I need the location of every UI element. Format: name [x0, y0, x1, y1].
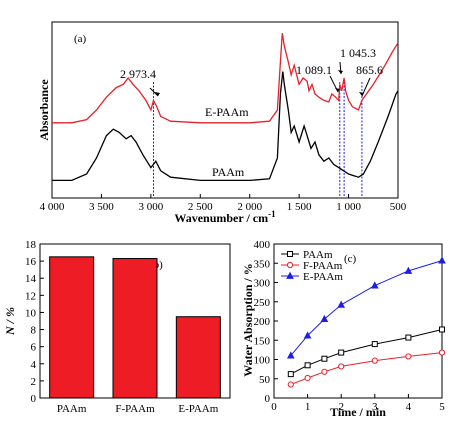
panel-c-label: (c) [344, 253, 357, 265]
bar-y-tick-label: 8 [31, 325, 37, 337]
ftir-series-e-paam [52, 33, 399, 124]
absorption-point-paam [439, 326, 445, 333]
legend-marker-f-paam [286, 261, 294, 269]
ftir-peak-arrowhead [155, 92, 160, 96]
ftir-peak-arrow [149, 87, 159, 97]
absorption-point-paam [287, 371, 294, 378]
series-label-e-paam: E-PAAm [205, 105, 249, 119]
absorption-point-paam [405, 334, 412, 341]
absorption-x-tick-label: 1 [305, 401, 311, 413]
ftir-x-tick-label: 4 000 [40, 201, 65, 213]
ftir-peak-arrowhead [335, 88, 340, 92]
series-label-paam: PAAm [212, 165, 245, 179]
absorption-y-tick-label: 250 [254, 297, 271, 309]
absorption-point-f-paam [304, 374, 311, 382]
bar-y-tick-label: 16 [25, 256, 37, 268]
bar-y-tick-label: 14 [25, 273, 37, 285]
absorption-line-paam [290, 329, 443, 375]
bar-y-tick-label: 2 [31, 376, 37, 388]
absorption-point-f-paam [438, 349, 446, 356]
absorption-point-paam [371, 341, 378, 348]
ftir-peak-annotation: 1 089.1 [296, 63, 332, 77]
absorption-point-e-paam [320, 314, 329, 322]
bar-paam [49, 256, 95, 399]
legend-marker-e-paam [286, 271, 294, 279]
ftir-plot-frame [51, 21, 399, 199]
ftir-peak-annotation: 1 045.3 [340, 46, 376, 60]
absorption-x-tick-label: 2 [338, 401, 344, 413]
absorption-point-e-paam [337, 300, 346, 308]
legend-marker-paam [287, 251, 293, 257]
absorption-point-e-paam [438, 256, 446, 264]
bar-y-axis-label: N / % [3, 307, 17, 336]
ftir-x-tick-label: 3 000 [138, 201, 163, 213]
bar-y-tick-label: 4 [31, 359, 37, 371]
legend-label: F-PAAm [303, 260, 343, 272]
absorption-point-f-paam [287, 381, 294, 388]
absorption-x-tick-label: 3 [372, 401, 378, 413]
absorption-point-e-paam [286, 351, 295, 359]
ftir-x-tick-label: 2 500 [188, 201, 213, 213]
legend-label: PAAm [303, 249, 333, 261]
ftir-x-axis-label: Wavenumber / cm-1 [174, 209, 276, 225]
absorption-x-axis-label: Time / min [330, 405, 386, 419]
bar-f-paam [112, 258, 158, 399]
absorption-x-tick-label: 4 [406, 401, 412, 413]
ftir-peak-arrowhead [338, 70, 343, 74]
absorption-y-tick-label: 300 [254, 278, 271, 290]
legend-label: E-PAAm [303, 271, 343, 283]
ftir-x-axis-label-sup: -1 [268, 209, 276, 219]
absorption-y-tick-label: 100 [254, 355, 271, 367]
bar-category-label: E-PAAm [178, 403, 218, 415]
ftir-peak-arrowhead [359, 92, 364, 96]
absorption-point-paam [338, 349, 345, 356]
ftir-series-paam [52, 71, 399, 182]
absorption-point-e-paam [370, 281, 379, 289]
absorption-y-tick-label: 0 [265, 393, 271, 405]
bar-y-tick-label: 0 [31, 393, 37, 405]
bar-category-label: PAAm [57, 403, 87, 415]
ftir-y-axis-label: Absorbance [37, 79, 51, 141]
bar-y-tick-label: 10 [25, 307, 37, 319]
absorption-point-f-paam [371, 357, 378, 364]
bar-y-tick-label: 12 [25, 290, 36, 302]
ftir-spectrum-panel: (a) Absorbance Wavenumber / cm-1 4 000 3 … [37, 21, 407, 225]
absorption-x-tick-label: 5 [439, 401, 445, 413]
absorption-y-tick-label: 400 [254, 239, 271, 251]
absorption-x-tick-label: 0 [271, 401, 277, 413]
absorption-point-f-paam [405, 353, 412, 360]
water-absorption-panel: (c) Water Absorption / % Time / min 0 1 2 3… [241, 239, 446, 419]
bar-y-tick-label: 18 [25, 239, 37, 251]
absorption-y-tick-label: 350 [254, 258, 271, 270]
bar-y-tick-label: 6 [31, 342, 37, 354]
absorption-point-e-paam [404, 266, 413, 274]
ftir-x-tick-label: 500 [390, 201, 407, 213]
absorption-y-tick-label: 200 [254, 316, 271, 328]
ftir-x-axis-label-text: Wavenumber / cm [174, 211, 268, 225]
bar-category-label: F-PAAm [115, 403, 155, 415]
panel-a-label: (a) [74, 33, 87, 45]
ftir-peak-annotation: 865.6 [356, 63, 383, 77]
absorption-line-f-paam [290, 352, 443, 385]
absorption-point-e-paam [303, 331, 312, 339]
absorption-point-paam [304, 362, 311, 369]
ftir-peak-annotation: 2 973.4 [120, 67, 156, 81]
absorption-y-tick-label: 150 [254, 335, 271, 347]
ftir-x-tick-label: 1 500 [287, 201, 312, 213]
ftir-x-tick-label: 3 500 [89, 201, 114, 213]
absorption-plot-frame [273, 243, 443, 399]
absorption-y-axis-label: Water Absorption / % [241, 263, 255, 376]
ftir-x-tick-label: 1 000 [336, 201, 361, 213]
absorption-point-paam [321, 355, 328, 362]
absorption-point-f-paam [321, 368, 328, 375]
ftir-x-tick-label: 2 000 [237, 201, 262, 213]
absorption-point-f-paam [338, 363, 345, 370]
absorption-y-tick-label: 50 [259, 374, 271, 386]
bar-e-paam [175, 316, 221, 399]
